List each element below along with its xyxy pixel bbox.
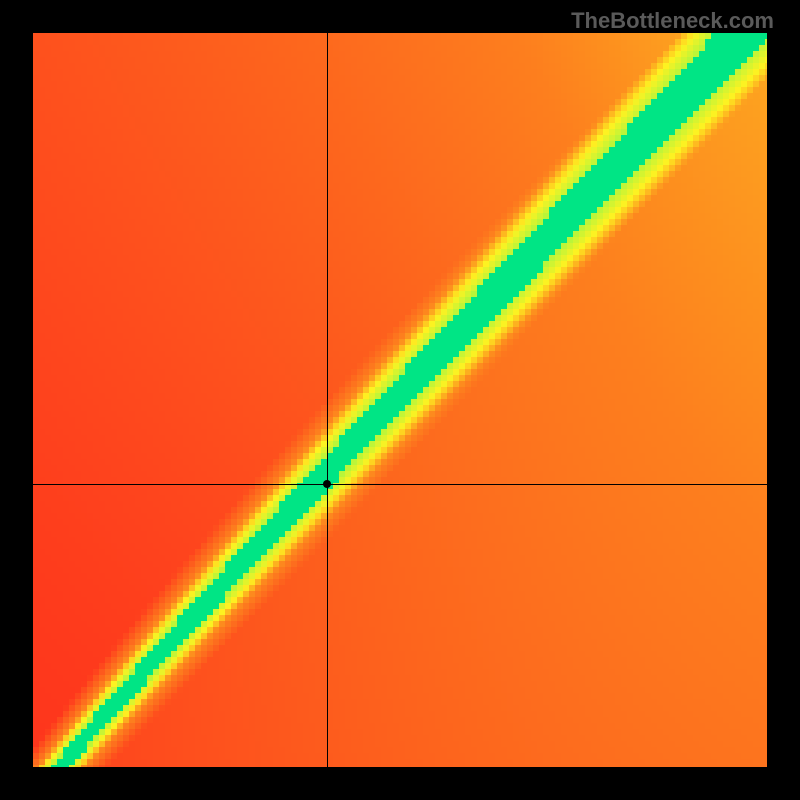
heatmap-canvas [33,33,767,767]
watermark-text: TheBottleneck.com [571,8,774,34]
heatmap-plot [33,33,767,767]
crosshair-horizontal [33,484,767,485]
crosshair-marker-dot [323,480,331,488]
crosshair-vertical [327,33,328,767]
